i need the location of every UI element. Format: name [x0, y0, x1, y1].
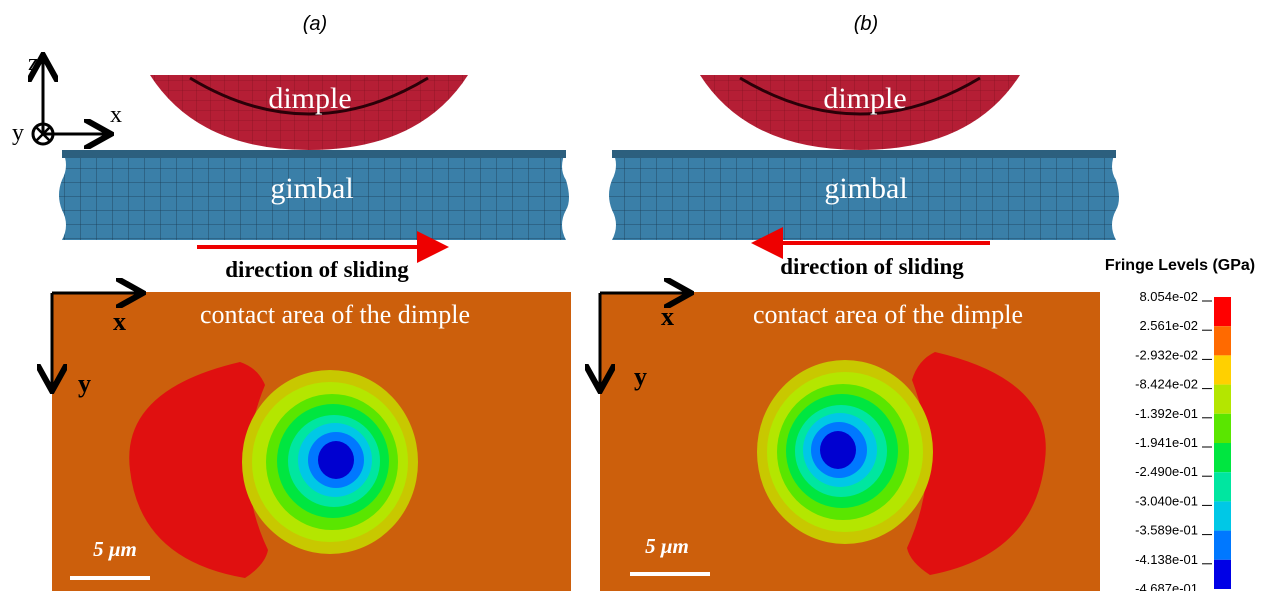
colorbar-label: -2.490e-01: [1135, 464, 1198, 479]
axis-x: x: [661, 302, 674, 331]
sliding-label: direction of sliding: [225, 257, 409, 282]
gimbal-top: [612, 150, 1116, 158]
panel-a: (a) dimple gimbal direction of sliding c…: [52, 13, 571, 591]
axis-y: y: [78, 369, 91, 398]
stress-rings: [242, 370, 418, 554]
contact-label: contact area of the dimple: [753, 300, 1023, 329]
stress-rings: [757, 360, 933, 544]
colorbar-segment: [1214, 472, 1231, 501]
colorbar: 8.054e-02 2.561e-02 -2.932e-02 -8.424e-02 -1…: [1135, 289, 1231, 591]
colorbar-segment: [1214, 560, 1231, 589]
figure: z x y (a) dimple gimbal direction of sli…: [0, 0, 1283, 591]
colorbar-segment: [1214, 443, 1231, 472]
scale-label: 5 μm: [645, 534, 689, 558]
colorbar-segment: [1214, 326, 1231, 355]
colorbar-label: -8.424e-02: [1135, 377, 1198, 392]
colorbar-label: -4.687e-01: [1135, 581, 1198, 591]
sliding-label: direction of sliding: [780, 254, 964, 279]
dimple-label: dimple: [268, 82, 351, 115]
panel-label: (a): [303, 13, 327, 35]
dimple-label: dimple: [823, 82, 906, 115]
gimbal-top: [62, 150, 566, 158]
colorbar-segment: [1214, 501, 1231, 530]
colorbar-segment: [1214, 355, 1231, 384]
colorbar-segment: [1214, 385, 1231, 414]
triad-x: x: [110, 102, 122, 128]
colorbar-label: -2.932e-02: [1135, 347, 1198, 362]
colorbar-label: 8.054e-02: [1139, 289, 1198, 304]
colorbar-label: 2.561e-02: [1139, 318, 1198, 333]
colorbar-label: -1.941e-01: [1135, 435, 1198, 450]
colorbar-label: -1.392e-01: [1135, 406, 1198, 421]
axis-y: y: [634, 362, 647, 391]
colorbar-label: -4.138e-01: [1135, 552, 1198, 567]
gimbal-label: gimbal: [270, 172, 353, 205]
colorbar-segment: [1214, 297, 1231, 326]
colorbar-segment: [1214, 414, 1231, 443]
gimbal-label: gimbal: [824, 172, 907, 205]
triad: [33, 58, 108, 144]
contact-label: contact area of the dimple: [200, 300, 470, 329]
colorbar-label: -3.589e-01: [1135, 523, 1198, 538]
colorbar-label: -3.040e-01: [1135, 493, 1198, 508]
axis-x: x: [113, 307, 126, 336]
panel-label: (b): [854, 13, 878, 35]
triad-z: z: [28, 50, 39, 76]
colorbar-title: Fringe Levels (GPa): [1105, 257, 1255, 274]
panel-b: (b) dimple gimbal direction of sliding c…: [600, 13, 1119, 591]
triad-y: y: [12, 120, 24, 146]
colorbar-segment: [1214, 531, 1231, 560]
scale-label: 5 μm: [93, 537, 137, 561]
